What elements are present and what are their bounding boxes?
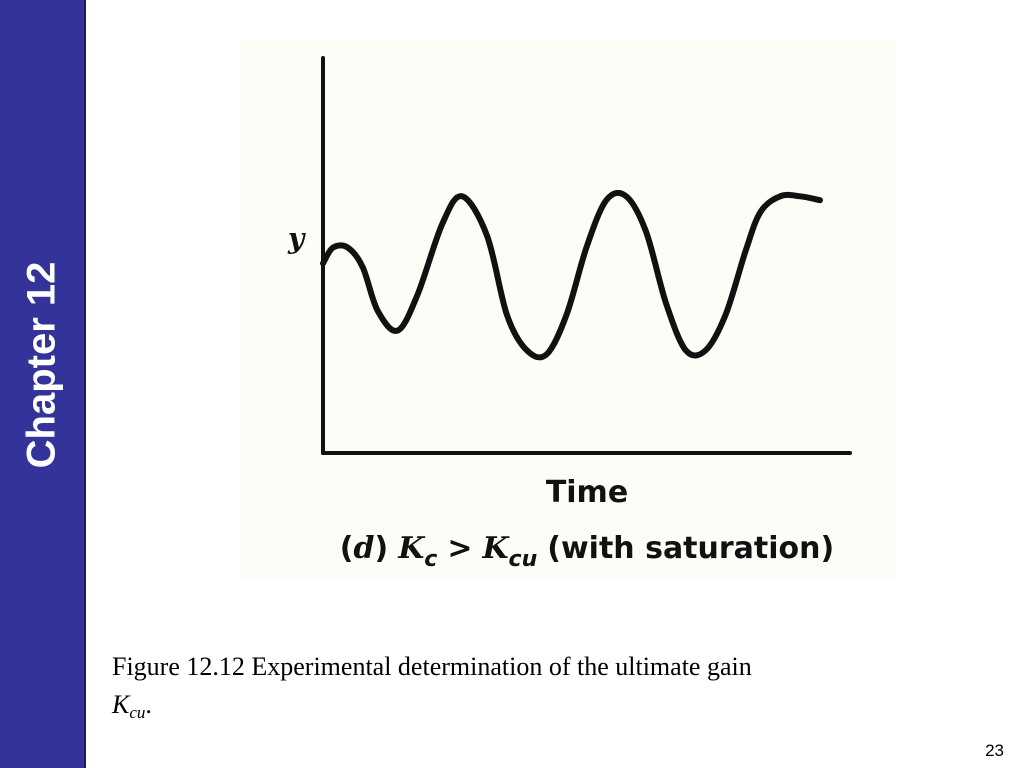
page-number: 23	[985, 741, 1004, 760]
panel-suffix: )	[374, 531, 388, 566]
y-axis-label: y	[287, 222, 306, 255]
k-left: K	[397, 531, 426, 566]
caption-end: .	[145, 690, 152, 719]
k-right: K	[481, 531, 510, 566]
x-axis-label: Time	[546, 475, 628, 510]
caption-text: Figure 12.12 Experimental determination …	[112, 652, 752, 681]
figure-panel: y Time (d) Kc > Kcu (with saturation)	[240, 40, 896, 580]
chapter-label: Chapter 12	[19, 261, 64, 469]
panel-prefix: (	[340, 531, 354, 566]
figure-caption: Figure 12.12 Experimental determination …	[112, 648, 992, 732]
figure-panel-title: (d) Kc > Kcu (with saturation)	[340, 531, 834, 572]
response-chart: y Time (d) Kc > Kcu (with saturation)	[287, 56, 852, 572]
k-right-sub: cu	[509, 547, 538, 572]
k-left-sub: c	[424, 547, 437, 572]
caption-k-sub: cu	[129, 703, 146, 722]
response-curve	[320, 189, 823, 361]
chapter-sidebar: Chapter 12	[0, 0, 86, 768]
caption-k: K	[112, 690, 130, 719]
panel-letter: d	[353, 531, 374, 566]
condition: (with saturation)	[547, 531, 834, 566]
comparator: >	[447, 531, 472, 566]
